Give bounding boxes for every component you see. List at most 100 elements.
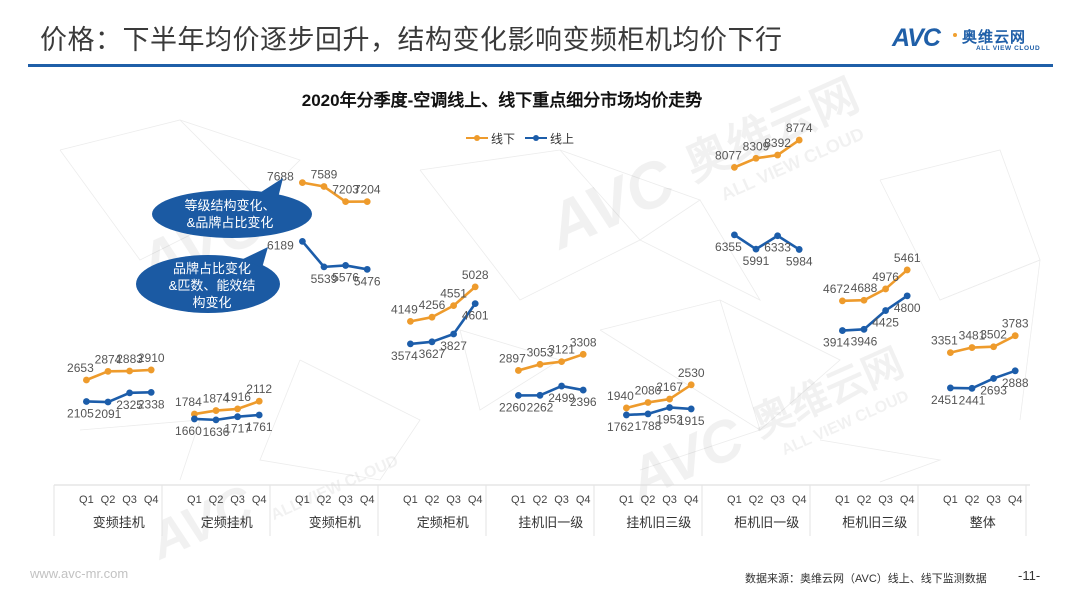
x-tick-label-category: 整体: [970, 515, 996, 530]
x-tick-label-quarter: Q2: [641, 494, 656, 506]
data-label: 4149: [391, 302, 418, 316]
offline-series-line: [626, 383, 692, 410]
online-data-point: [731, 231, 738, 239]
x-tick-label-quarter: Q4: [1008, 494, 1023, 506]
offline-data-point: [774, 151, 781, 159]
online-data-point: [536, 391, 544, 399]
offline-data-point: [428, 313, 436, 321]
offline-series-line: [518, 353, 584, 372]
online-data-point: [104, 398, 112, 406]
x-tick-label-quarter: Q3: [878, 494, 893, 506]
data-label: 7589: [311, 168, 338, 182]
footer-data-source: 数据来源：奥维云网（AVC）线上、线下监测数据: [745, 573, 987, 585]
data-label: 1717: [224, 422, 251, 436]
callout-bubble-2: [136, 247, 280, 313]
data-label: 3481: [959, 329, 986, 343]
online-data-point: [363, 265, 371, 273]
data-label: 3946: [851, 334, 878, 348]
data-label: 2262: [527, 400, 554, 414]
online-data-point: [342, 262, 349, 269]
x-tick-label-quarter: Q2: [533, 494, 548, 506]
data-label: 5461: [894, 251, 921, 265]
offline-data-point: [623, 404, 630, 412]
online-data-point: [882, 307, 889, 314]
offline-data-point: [363, 198, 371, 206]
online-data-point: [126, 389, 133, 397]
offline-data-point: [147, 366, 155, 374]
data-label: 1915: [678, 414, 705, 428]
online-data-point: [428, 338, 436, 346]
logo-mark: AVC: [892, 24, 941, 52]
x-tick-label-category: 挂机旧三级: [626, 515, 691, 530]
offline-data-point: [126, 367, 133, 375]
legend-item-online: 线上: [525, 130, 574, 147]
data-label: 5576: [332, 270, 359, 284]
offline-series-line: [733, 138, 800, 169]
data-label: 5991: [743, 254, 770, 268]
x-tick-label-quarter: Q3: [446, 494, 461, 506]
data-label: 2396: [570, 395, 597, 409]
offline-data-point: [644, 399, 652, 406]
data-label: 6189: [267, 238, 294, 252]
offline-data-point: [666, 395, 673, 403]
data-label: 8309: [743, 139, 770, 153]
offline-data-point: [579, 350, 587, 358]
data-label: 3627: [419, 347, 446, 361]
online-data-point: [450, 330, 457, 338]
data-label: 8774: [786, 121, 813, 135]
footer-website: www.avc-mr.com: [30, 566, 129, 581]
offline-data-point: [731, 163, 738, 171]
offline-data-point: [1011, 332, 1019, 340]
online-data-point: [212, 416, 220, 424]
online-data-point: [255, 411, 263, 419]
online-data-point: [83, 398, 90, 405]
title-divider: [28, 64, 1053, 67]
x-tick-label-quarter: Q3: [986, 494, 1001, 506]
data-label: 2325: [116, 398, 143, 412]
x-tick-label-quarter: Q2: [857, 494, 872, 506]
data-label: 2080: [635, 383, 662, 397]
data-label: 2451: [931, 393, 958, 407]
x-tick-label-category: 定频柜机: [417, 515, 469, 530]
data-label: 2883: [116, 352, 143, 366]
online-series-line: [410, 302, 477, 346]
chart-legend: 线下 线上: [466, 129, 584, 147]
offline-data-point: [795, 136, 803, 144]
data-label: 3308: [570, 335, 597, 349]
watermark-en: ALL VIEW CLOUD: [268, 453, 401, 524]
data-label: 2874: [95, 352, 122, 366]
data-label: 5539: [311, 272, 338, 286]
offline-data-point: [882, 285, 889, 293]
offline-data-point: [752, 154, 760, 162]
data-label: 4551: [440, 287, 467, 301]
data-label: 2167: [656, 380, 683, 394]
x-tick-label-category: 定频挂机: [201, 515, 253, 530]
online-data-point: [990, 375, 997, 382]
x-tick-label-quarter: Q1: [511, 494, 526, 506]
online-series-line: [301, 240, 368, 271]
offline-data-point: [83, 376, 90, 384]
page-title: 价格：下半年均价逐步回升，结构变化影响变频柜机均价下行: [40, 25, 783, 55]
x-tick-label-quarter: Q4: [684, 494, 699, 506]
x-tick-label-quarter: Q2: [209, 494, 224, 506]
online-data-point: [752, 245, 760, 253]
x-tick-label-quarter: Q4: [144, 494, 159, 506]
data-label: 4425: [872, 316, 899, 330]
data-label: 8392: [764, 136, 791, 150]
online-data-point: [320, 263, 328, 271]
x-tick-label-quarter: Q3: [122, 494, 137, 506]
offline-data-point: [558, 358, 565, 366]
legend-line-marker-icon: [525, 135, 548, 141]
data-label: 2888: [1002, 376, 1029, 390]
legend-label: 线下: [491, 131, 516, 146]
offline-series-line: [410, 285, 477, 323]
data-label: 2091: [95, 407, 122, 421]
callout-line: &品牌占比变化: [186, 215, 274, 230]
data-label: 1874: [203, 392, 230, 406]
data-label: 2897: [499, 351, 526, 365]
online-data-point: [299, 237, 306, 245]
x-tick-label-quarter: Q3: [770, 494, 785, 506]
data-label: 4672: [823, 282, 850, 296]
data-label: 2530: [678, 366, 705, 380]
x-tick-label-quarter: Q3: [338, 494, 353, 506]
